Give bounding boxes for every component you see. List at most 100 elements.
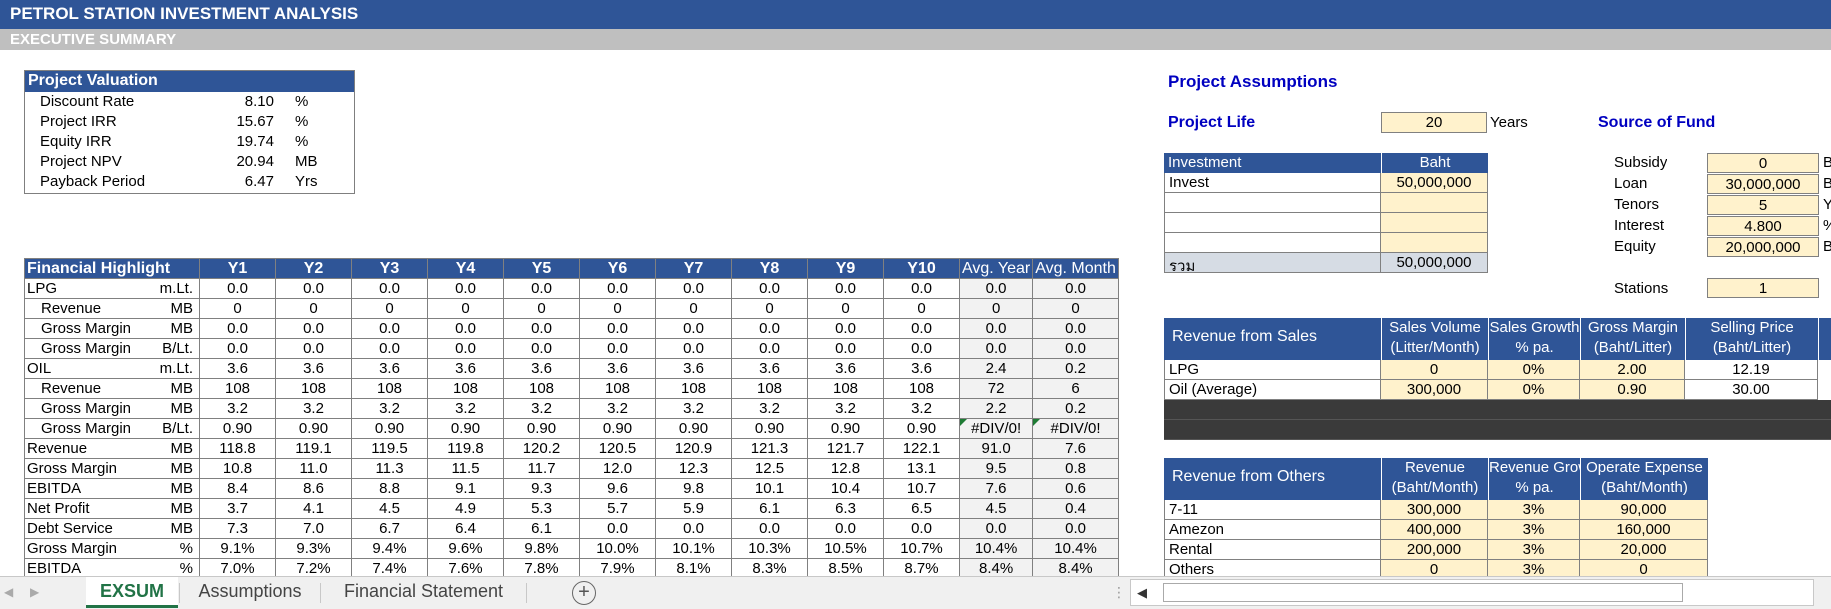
others-row-label[interactable]: Others xyxy=(1164,560,1381,576)
table-cell[interactable]: 8.4% xyxy=(1032,558,1119,576)
table-cell[interactable]: 0.0 xyxy=(1032,278,1119,299)
row-unit[interactable]: B/Lt. xyxy=(152,338,200,359)
table-cell[interactable]: 0 xyxy=(503,298,580,319)
table-cell[interactable]: 0.0 xyxy=(807,518,884,539)
table-cell[interactable]: 10.1% xyxy=(655,538,732,559)
table-cell[interactable]: 9.3% xyxy=(275,538,352,559)
table-cell[interactable]: 3.6 xyxy=(579,358,656,379)
sales-cell[interactable]: 300,000 xyxy=(1381,380,1488,400)
table-cell[interactable]: 0.90 xyxy=(275,418,352,439)
row-unit[interactable]: m.Lt. xyxy=(152,278,200,299)
table-cell[interactable]: 3.6 xyxy=(275,358,352,379)
table-cell[interactable]: 7.6 xyxy=(958,478,1034,499)
table-cell[interactable]: 0.0 xyxy=(579,518,656,539)
table-cell[interactable]: 0.90 xyxy=(883,418,960,439)
scroll-right-icon[interactable]: ▶ xyxy=(30,585,40,599)
table-cell[interactable]: 9.5 xyxy=(958,458,1034,479)
investment-item-value[interactable] xyxy=(1381,213,1488,233)
table-cell[interactable]: 0 xyxy=(351,298,428,319)
table-cell[interactable]: 0 xyxy=(427,298,504,319)
table-cell[interactable]: 9.3 xyxy=(503,478,580,499)
table-cell[interactable]: 6 xyxy=(1032,378,1119,399)
table-cell[interactable]: 8.5% xyxy=(807,558,884,576)
fund-value-input[interactable]: 5 xyxy=(1707,195,1819,215)
table-cell[interactable]: 8.4% xyxy=(958,558,1034,576)
table-cell[interactable]: 3.6 xyxy=(427,358,504,379)
table-cell[interactable]: 7.3 xyxy=(199,518,276,539)
table-cell[interactable]: 5.7 xyxy=(579,498,656,519)
table-cell[interactable]: 0.0 xyxy=(1032,518,1119,539)
table-cell[interactable]: 8.6 xyxy=(275,478,352,499)
table-cell[interactable]: 0.0 xyxy=(351,278,428,299)
table-cell[interactable]: 10.3% xyxy=(731,538,808,559)
table-cell[interactable]: 3.2 xyxy=(655,398,732,419)
table-cell[interactable]: 10.4% xyxy=(958,538,1034,559)
table-cell[interactable]: 6.7 xyxy=(351,518,428,539)
table-cell[interactable]: 0.0 xyxy=(427,338,504,359)
spreadsheet-area[interactable]: PETROL STATION INVESTMENT ANALYSIS EXECU… xyxy=(0,0,1831,576)
table-cell[interactable]: 3.2 xyxy=(731,398,808,419)
table-cell[interactable]: 108 xyxy=(883,378,960,399)
table-cell[interactable]: 91.0 xyxy=(958,438,1034,459)
table-cell[interactable]: 120.9 xyxy=(655,438,732,459)
table-cell[interactable]: 10.4 xyxy=(807,478,884,499)
table-cell[interactable]: 9.6% xyxy=(427,538,504,559)
others-cell[interactable]: 200,000 xyxy=(1381,540,1488,560)
table-cell[interactable]: 0.90 xyxy=(199,418,276,439)
table-cell[interactable]: 7.9% xyxy=(579,558,656,576)
table-cell[interactable]: 4.5 xyxy=(958,498,1034,519)
table-cell[interactable]: 7.0 xyxy=(275,518,352,539)
row-label[interactable]: Debt Service xyxy=(24,518,153,539)
table-cell[interactable]: 9.8 xyxy=(655,478,732,499)
table-cell[interactable]: 10.7 xyxy=(883,478,960,499)
row-unit[interactable]: MB xyxy=(152,478,200,499)
table-cell[interactable]: 3.2 xyxy=(807,398,884,419)
table-cell[interactable]: 12.0 xyxy=(579,458,656,479)
table-cell[interactable]: 0.0 xyxy=(275,338,352,359)
split-handle-icon[interactable]: ⋮ xyxy=(1112,584,1126,600)
table-cell[interactable]: 2.2 xyxy=(958,398,1034,419)
table-cell[interactable]: 121.3 xyxy=(731,438,808,459)
table-cell[interactable]: 119.8 xyxy=(427,438,504,459)
row-label[interactable]: Gross Margin xyxy=(24,398,153,419)
table-cell[interactable]: 0 xyxy=(883,298,960,319)
stations-input[interactable]: 1 xyxy=(1707,278,1819,298)
table-cell[interactable]: 9.1% xyxy=(199,538,276,559)
horizontal-scrollbar[interactable]: ◀ xyxy=(1130,579,1814,606)
table-cell[interactable]: 8.1% xyxy=(655,558,732,576)
others-row-label[interactable]: Amezon xyxy=(1164,520,1381,540)
row-label[interactable]: Net Profit xyxy=(24,498,153,519)
sales-cell[interactable]: 30.00 xyxy=(1685,380,1818,400)
table-cell[interactable]: 108 xyxy=(351,378,428,399)
table-cell[interactable]: 0 xyxy=(807,298,884,319)
table-cell[interactable]: 3.6 xyxy=(807,358,884,379)
table-cell[interactable]: 0.0 xyxy=(503,318,580,339)
table-cell[interactable]: 108 xyxy=(579,378,656,399)
table-cell[interactable]: 3.7 xyxy=(199,498,276,519)
table-cell[interactable]: 7.2% xyxy=(275,558,352,576)
table-cell[interactable]: 9.8% xyxy=(503,538,580,559)
table-cell[interactable]: 3.2 xyxy=(199,398,276,419)
table-cell[interactable]: 5.9 xyxy=(655,498,732,519)
table-cell[interactable]: 120.5 xyxy=(579,438,656,459)
plus-circle-icon[interactable]: + xyxy=(572,581,596,605)
table-cell[interactable]: 3.6 xyxy=(503,358,580,379)
others-row-label[interactable]: Rental xyxy=(1164,540,1381,560)
table-cell[interactable]: 0.0 xyxy=(427,318,504,339)
scroll-left-icon[interactable]: ◀ xyxy=(4,585,14,599)
table-cell[interactable]: 10.0% xyxy=(579,538,656,559)
table-cell[interactable]: 7.6 xyxy=(1032,438,1119,459)
row-label[interactable]: Gross Margin xyxy=(24,538,153,559)
row-label[interactable]: LPG xyxy=(24,278,153,299)
table-cell[interactable]: 11.0 xyxy=(275,458,352,479)
table-cell[interactable]: 2.4 xyxy=(958,358,1034,379)
table-cell[interactable]: 3.6 xyxy=(731,358,808,379)
table-cell[interactable]: 0.0 xyxy=(807,318,884,339)
table-cell[interactable]: 0.0 xyxy=(883,318,960,339)
table-cell[interactable]: 0.90 xyxy=(351,418,428,439)
table-cell[interactable]: 108 xyxy=(731,378,808,399)
table-cell[interactable]: 11.3 xyxy=(351,458,428,479)
table-cell[interactable]: 0.0 xyxy=(731,278,808,299)
table-cell[interactable]: 0.0 xyxy=(655,278,732,299)
row-label[interactable]: OIL xyxy=(24,358,153,379)
